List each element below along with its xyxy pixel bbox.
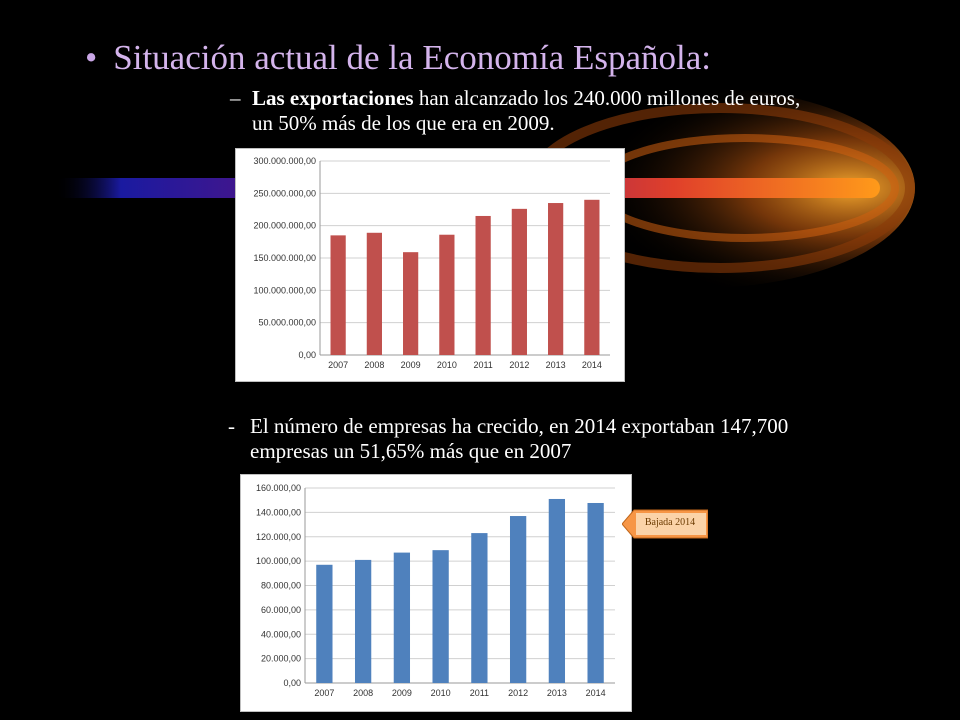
exports-bar-2013 [548,203,564,355]
exports-ytick-label: 100.000.000,00 [253,285,316,295]
exports-bar-2008 [366,232,382,355]
exports-ytick-label: 250.000.000,00 [253,188,316,198]
companies-chart: 0,00 20.000,00 40.000,00 60.000,00 80.000,00… [240,474,632,712]
exports-ytick-label: 150.000.000,00 [253,253,316,263]
callout-highlight [636,513,706,535]
point-exports-rest: han alcanzado los 240.000 millones de eu… [413,86,801,110]
companies-ytick-label: 60.000,00 [261,605,301,615]
exports-ytick-label: 50.000.000,00 [258,318,316,328]
companies-xtick-label: 2007 [314,688,334,698]
point-companies-line1: El número de empresas ha crecido, en 201… [250,414,789,438]
point-exports: – Las exportaciones han alcanzado los 24… [230,86,800,136]
exports-bar-2009 [403,252,419,355]
companies-xtick-label: 2008 [353,688,373,698]
point-companies-line2: empresas un 51,65% más que en 2007 [250,439,572,463]
companies-ytick-label: 120.000,00 [256,532,301,542]
exports-bar-2012 [511,208,527,355]
exports-ytick-label: 0,00 [298,350,316,360]
exports-xtick-label: 2013 [546,360,566,370]
companies-bar-2013 [548,498,566,683]
exports-ytick-label: 300.000.000,00 [253,156,316,166]
exports-ytick-label: 200.000.000,00 [253,221,316,231]
exports-xtick-label: 2009 [401,360,421,370]
exports-xtick-label: 2008 [364,360,384,370]
exports-xtick-label: 2007 [328,360,348,370]
callout-label: Bajada 2014 [644,517,696,528]
exports-xtick-label: 2011 [473,360,492,370]
point-exports-bold: Las exportaciones [252,86,414,110]
title-text: Situación actual de la Economía Española… [113,38,711,77]
exports-bar-2014 [584,199,600,355]
point-exports-line1: Las exportaciones han alcanzado los 240.… [252,86,800,111]
exports-bar-2007 [330,235,346,355]
point-exports-line2: un 50% más de los que era en 2009. [252,111,555,135]
exports-xtick-label: 2012 [509,360,529,370]
companies-xtick-label: 2013 [547,688,567,698]
companies-bar-2012 [509,516,527,683]
companies-chart-svg: 0,00 20.000,00 40.000,00 60.000,00 80.000,00… [256,483,615,698]
companies-ytick-label: 20.000,00 [261,654,301,664]
exports-bar-2011 [475,215,491,355]
point-dash: – [230,86,241,110]
companies-bar-2007 [316,564,333,683]
companies-bar-2011 [471,533,488,683]
point-companies: - El número de empresas ha crecido, en 2… [228,414,789,464]
companies-ytick-label: 0,00 [283,678,301,688]
exports-xtick-label: 2010 [437,360,457,370]
companies-bar-2010 [432,550,449,683]
companies-xtick-label: 2014 [586,688,606,698]
companies-ytick-label: 160.000,00 [256,483,301,493]
companies-ytick-label: 100.000,00 [256,556,301,566]
companies-bar-2009 [393,552,411,683]
companies-bar-2014 [587,502,604,683]
slide-title: • Situación actual de la Economía Español… [85,38,711,78]
companies-xtick-label: 2011 [470,688,489,698]
companies-xtick-label: 2009 [392,688,412,698]
exports-xtick-label: 2014 [582,360,602,370]
companies-xtick-label: 2010 [431,688,451,698]
companies-ytick-label: 80.000,00 [261,581,301,591]
companies-ytick-label: 40.000,00 [261,629,301,639]
point-dash: - [228,414,235,438]
companies-xtick-label: 2012 [508,688,528,698]
companies-ytick-label: 140.000,00 [256,507,301,517]
exports-bar-2010 [439,234,455,355]
exports-chart: 0,00 50.000.000,00 100.000.000,00 150.000.0… [235,148,625,382]
callout-arrow [622,509,708,539]
title-bullet: • [85,38,98,77]
exports-chart-svg: 0,00 50.000.000,00 100.000.000,00 150.000.0… [253,156,610,370]
companies-bar-2008 [354,559,372,683]
